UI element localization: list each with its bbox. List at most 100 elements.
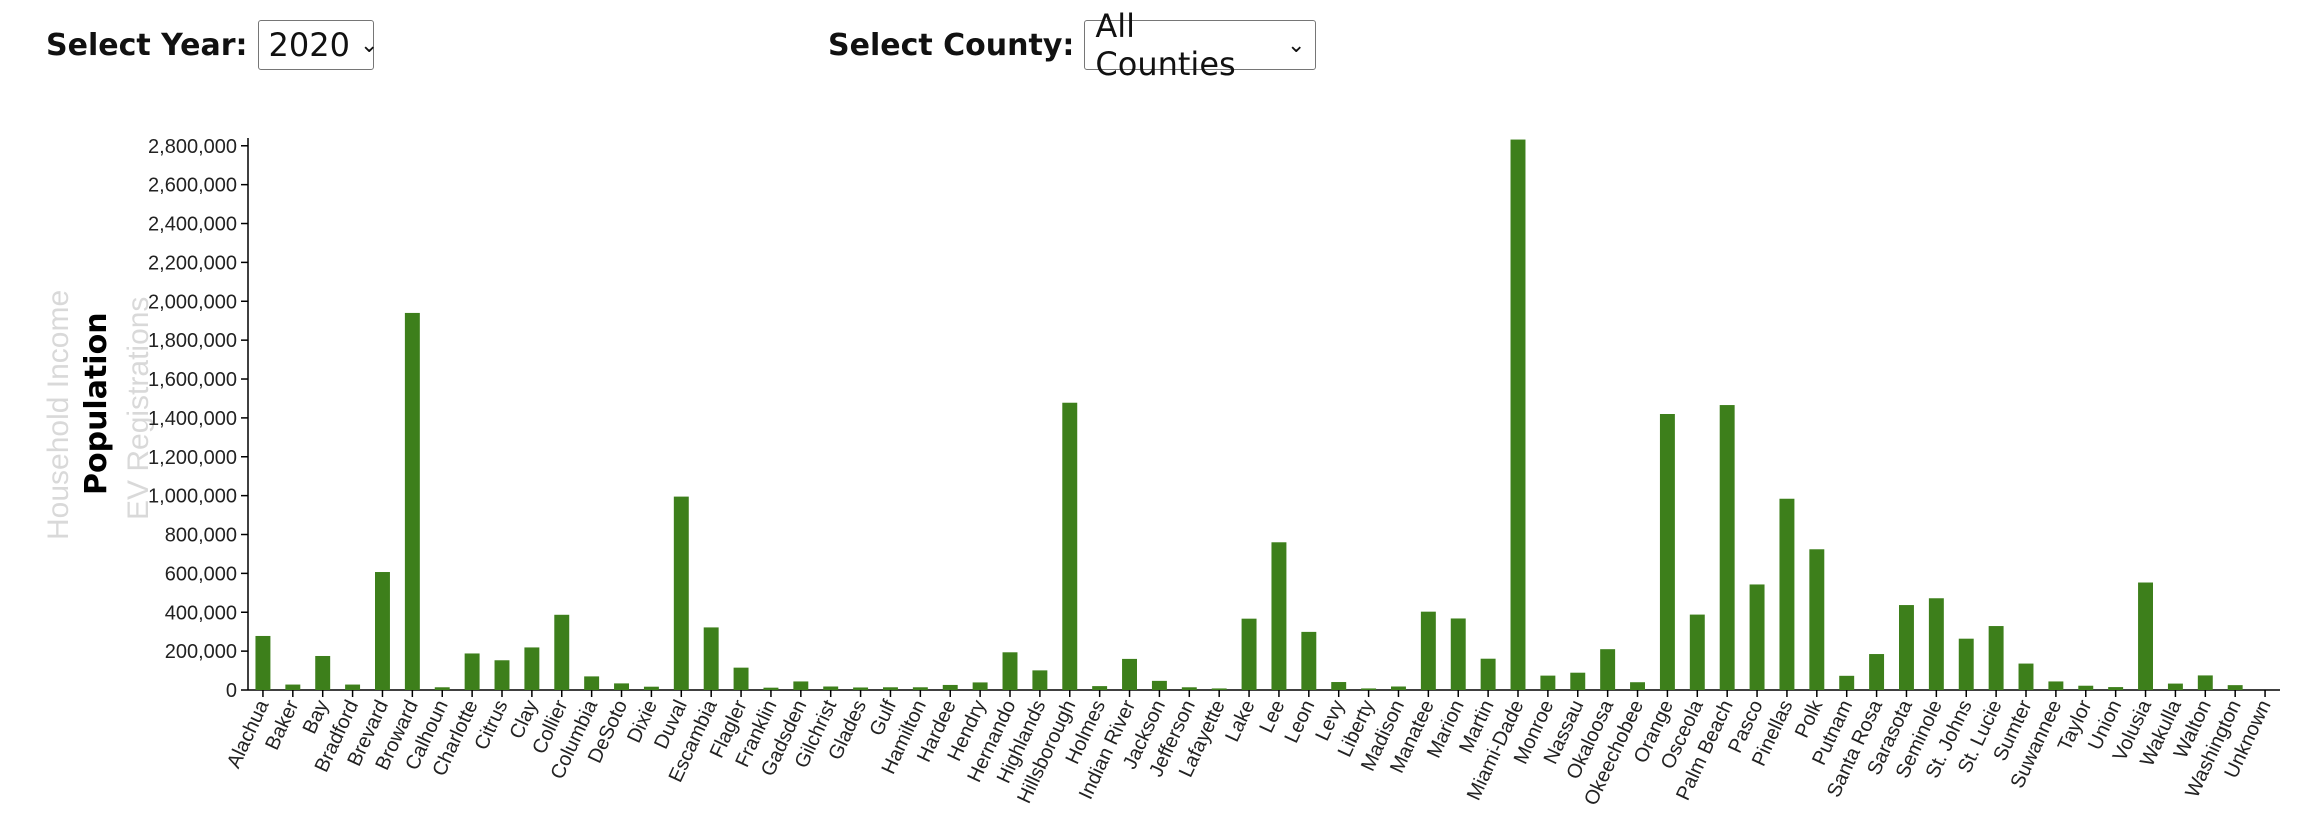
x-axis: AlachuaBakerBayBradfordBrevardBrowardCal… [223,689,2280,809]
x-tick-label: Lake [1221,697,1259,746]
bar-citrus [494,660,510,690]
bar-escambia [703,627,719,690]
bar-orange [1659,414,1675,690]
y-tick: 0 [226,680,248,702]
bar-okeechobee [1630,682,1645,690]
bar-holmes [1092,686,1108,690]
bar-pasco [1749,584,1765,690]
bar-polk [1809,549,1825,690]
y-tick-label: 1,200,000 [148,447,237,469]
y-tick-label: 2,200,000 [148,252,237,274]
year-select-value: 2020 [268,26,350,64]
y-tick: 600,000 [165,563,248,585]
bar-hamilton [912,687,928,690]
bar-suwannee [2048,681,2064,690]
y-tick-label: 2,800,000 [148,136,237,158]
bar-gilchrist [823,686,839,690]
bar-union [2108,687,2124,690]
bar-collier [554,614,570,690]
county-select[interactable]: All Counties ⌄ [1084,7,1317,83]
bar-dixie [643,686,659,690]
y-tick: 2,400,000 [148,214,248,236]
y-tick-label: 400,000 [165,602,237,624]
bar-sarasota [1899,605,1914,690]
y-tick: 1,600,000 [148,369,248,391]
y-tick: 1,400,000 [148,408,248,430]
y-tick-label: 2,600,000 [148,175,237,197]
bar-highlands [1032,670,1048,690]
bar-jefferson [1181,687,1197,690]
county-control: Select County: All Counties ⌄ [828,7,1317,83]
bar-charlotte [464,653,480,690]
y-tick-label: 1,600,000 [148,369,237,391]
bar-alachua [255,635,271,690]
bar-martin [1480,658,1496,690]
bar-okaloosa [1600,649,1616,690]
bar-liberty [1361,688,1377,690]
bar-jackson [1151,680,1167,690]
y-tick-label: 1,000,000 [148,486,237,508]
county-select-value: All Counties [1095,7,1236,83]
bar-columbia [584,676,600,690]
bar-gulf [883,687,898,690]
bar-volusia [2138,582,2153,690]
county-label: Select County: [828,27,1075,63]
bar-palm-beach [1719,405,1735,690]
bar-wakulla [2167,683,2183,690]
y-tick: 1,200,000 [148,447,248,469]
y-tick: 1,000,000 [148,486,248,508]
bar-bay [315,655,331,690]
chevron-down-icon: ⌄ [359,32,379,58]
bar-bradford [345,684,361,690]
y-tick-label: 0 [226,680,237,702]
chevron-down-icon: ⌄ [1286,32,1306,58]
bar-seminole [1928,598,1944,690]
x-tick: Leon [1281,690,1320,747]
bar-taylor [2078,685,2094,690]
bar-lee [1271,542,1287,690]
y-tick: 2,800,000 [148,136,248,158]
y-tick: 2,000,000 [148,291,248,313]
y-axis: 0 200,000 400,000 600,000 800,000 1,000,000 1,… [148,136,249,702]
bar-sumter [2018,663,2034,690]
bar-gadsden [793,681,809,690]
year-select[interactable]: 2020 ⌄ [257,20,378,70]
y-option-ev-registrations[interactable]: EV Registrations [122,297,155,520]
y-tick-label: 600,000 [165,563,237,585]
bar-levy [1331,682,1347,690]
y-tick: 200,000 [165,641,248,663]
bar-marion [1450,618,1466,690]
y-tick: 2,200,000 [148,252,248,274]
bar-duval [673,496,689,690]
year-label: Select Year: [46,27,248,63]
bar-santa-rosa [1869,654,1885,690]
bar-desoto [614,683,629,690]
x-tick: Lake [1221,690,1260,746]
bar-madison [1391,686,1406,690]
bar-glades [853,687,869,690]
bar-hardee [942,684,958,690]
y-option-household-income[interactable]: Household Income [42,290,75,540]
y-tick: 800,000 [165,525,248,547]
bar-st-johns [1958,638,1974,690]
bars [255,139,2243,690]
y-tick: 400,000 [165,602,248,624]
x-tick-label: Leon [1281,697,1320,747]
bar-putnam [1839,675,1855,690]
x-tick: Alachua [223,690,274,772]
bar-osceola [1689,614,1705,690]
bar-nassau [1570,672,1586,690]
bar-lafayette [1211,688,1227,690]
y-tick-label: 2,000,000 [148,291,237,313]
y-tick-label: 1,800,000 [148,330,237,352]
y-tick-label: 800,000 [165,525,237,547]
bar-flagler [733,667,749,690]
bar-calhoun [434,687,450,690]
y-option-population[interactable]: Population [79,312,114,495]
bar-baker [285,684,301,690]
y-tick: 2,600,000 [148,175,248,197]
bar-hernando [1002,652,1018,690]
year-control: Select Year: 2020 ⌄ [46,20,378,70]
bar-broward [404,312,420,690]
